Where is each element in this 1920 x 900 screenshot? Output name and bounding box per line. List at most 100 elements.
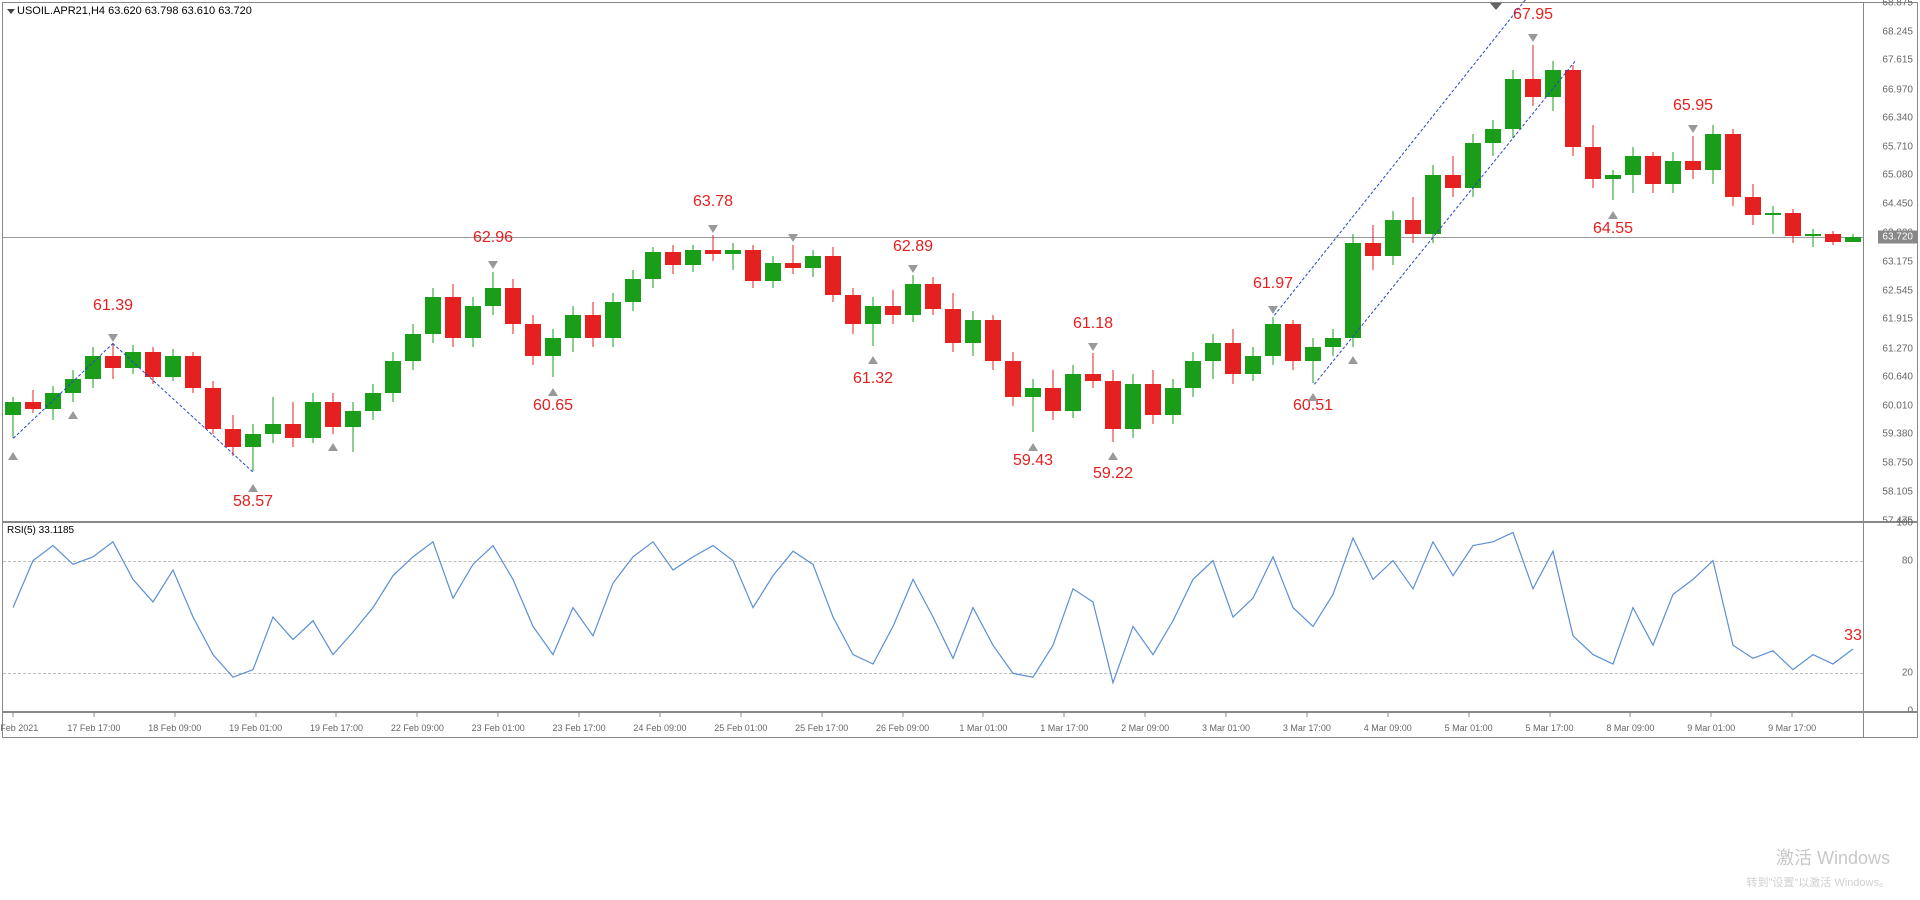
candlestick [523, 3, 543, 521]
current-price-tag: 63.720 [1878, 231, 1917, 244]
candlestick [843, 3, 863, 521]
candlestick [643, 3, 663, 521]
rsi-value-annotation: 33 [1844, 627, 1862, 645]
candlestick [1303, 3, 1323, 521]
y-tick-label: 64.450 [1882, 199, 1913, 210]
rsi-indicator-chart[interactable]: RSI(5) 33.1185 33 02080100 [2, 522, 1918, 712]
y-tick-label: 63.175 [1882, 257, 1913, 268]
rsi-y-axis: 02080100 [1863, 523, 1917, 711]
rsi-y-tick: 20 [1902, 668, 1913, 679]
fractal-arrow-icon [708, 225, 718, 233]
candlestick [403, 3, 423, 521]
candlestick [1283, 3, 1303, 521]
candlestick [443, 3, 463, 521]
y-tick-label: 66.970 [1882, 84, 1913, 95]
candlestick [1623, 3, 1643, 521]
candlestick [363, 3, 383, 521]
x-tick-label: 25 Feb 01:00 [714, 723, 767, 733]
candlestick [1343, 3, 1363, 521]
x-tick-label: 18 Feb 09:00 [148, 723, 201, 733]
x-tick-label: 23 Feb 17:00 [553, 723, 606, 733]
fractal-arrow-icon [68, 411, 78, 419]
x-tick-label: 17 Feb 17:00 [67, 723, 120, 733]
price-annotation: 59.43 [1013, 452, 1053, 470]
candlestick [283, 3, 303, 521]
x-tick-label: 9 Mar 01:00 [1687, 723, 1735, 733]
x-tick-label: 25 Feb 17:00 [795, 723, 848, 733]
candlestick [1743, 3, 1763, 521]
candlestick [963, 3, 983, 521]
x-tick-label: 2 Mar 09:00 [1121, 723, 1169, 733]
candlestick [303, 3, 323, 521]
candlestick [83, 3, 103, 521]
y-tick-label: 60.640 [1882, 372, 1913, 383]
candlestick [1483, 3, 1503, 521]
price-annotation: 61.97 [1253, 275, 1293, 293]
candlestick [263, 3, 283, 521]
fractal-arrow-icon [1688, 125, 1698, 133]
candlestick [1503, 3, 1523, 521]
dropdown-icon[interactable] [7, 9, 15, 14]
candlestick [743, 3, 763, 521]
candlestick [383, 3, 403, 521]
candlestick [943, 3, 963, 521]
y-tick-label: 61.270 [1882, 343, 1913, 354]
x-tick-label: 1 Mar 01:00 [959, 723, 1007, 733]
candlestick [1823, 3, 1843, 521]
candlestick [1603, 3, 1623, 521]
candlestick [1123, 3, 1143, 521]
price-annotation: 61.18 [1073, 315, 1113, 333]
fractal-arrow-icon [1528, 34, 1538, 42]
x-tick-label: 24 Feb 09:00 [633, 723, 686, 733]
candlestick [503, 3, 523, 521]
candlestick [923, 3, 943, 521]
candlestick [1803, 3, 1823, 521]
y-tick-label: 61.915 [1882, 314, 1913, 325]
candlestick [863, 3, 883, 521]
x-tick-label: 1 Mar 17:00 [1040, 723, 1088, 733]
candlestick [1843, 3, 1863, 521]
fractal-arrow-icon [1348, 356, 1358, 364]
candlestick [603, 3, 623, 521]
y-tick-label: 68.245 [1882, 26, 1913, 37]
candlestick [703, 3, 723, 521]
candlestick [1143, 3, 1163, 521]
candlestick [1163, 3, 1183, 521]
candlestick [903, 3, 923, 521]
x-tick-label: 3 Mar 17:00 [1283, 723, 1331, 733]
candlestick [883, 3, 903, 521]
candlestick [1703, 3, 1723, 521]
candlestick [1063, 3, 1083, 521]
fractal-arrow-icon [248, 484, 258, 492]
candlestick [23, 3, 43, 521]
fractal-arrow-icon [548, 388, 558, 396]
x-tick-label: 8 Mar 09:00 [1606, 723, 1654, 733]
price-annotation: 61.32 [853, 370, 893, 388]
y-tick-label: 66.340 [1882, 113, 1913, 124]
rsi-y-tick: 80 [1902, 555, 1913, 566]
candlestick [103, 3, 123, 521]
candlestick [1003, 3, 1023, 521]
chart-title: USOIL.APR21,H4 63.620 63.798 63.610 63.7… [7, 5, 252, 17]
windows-activation-watermark: 激活 Windows [1776, 844, 1890, 870]
candlestick [543, 3, 563, 521]
candlestick [43, 3, 63, 521]
price-annotation: 64.55 [1593, 220, 1633, 238]
fractal-arrow-icon [8, 452, 18, 460]
x-tick-label: 26 Feb 09:00 [876, 723, 929, 733]
candlestick [423, 3, 443, 521]
fractal-arrow-icon [868, 356, 878, 364]
candlestick [1323, 3, 1343, 521]
candlestick [723, 3, 743, 521]
price-annotation: 60.65 [533, 397, 573, 415]
candlestick [623, 3, 643, 521]
y-tick-label: 68.875 [1882, 0, 1913, 9]
candlestick [563, 3, 583, 521]
candlestick [1243, 3, 1263, 521]
fractal-arrow-icon [108, 334, 118, 342]
candlestick [63, 3, 83, 521]
y-tick-label: 62.545 [1882, 285, 1913, 296]
main-price-chart[interactable]: USOIL.APR21,H4 63.620 63.798 63.610 63.7… [2, 2, 1918, 522]
candlestick [1363, 3, 1383, 521]
candlestick [1043, 3, 1063, 521]
